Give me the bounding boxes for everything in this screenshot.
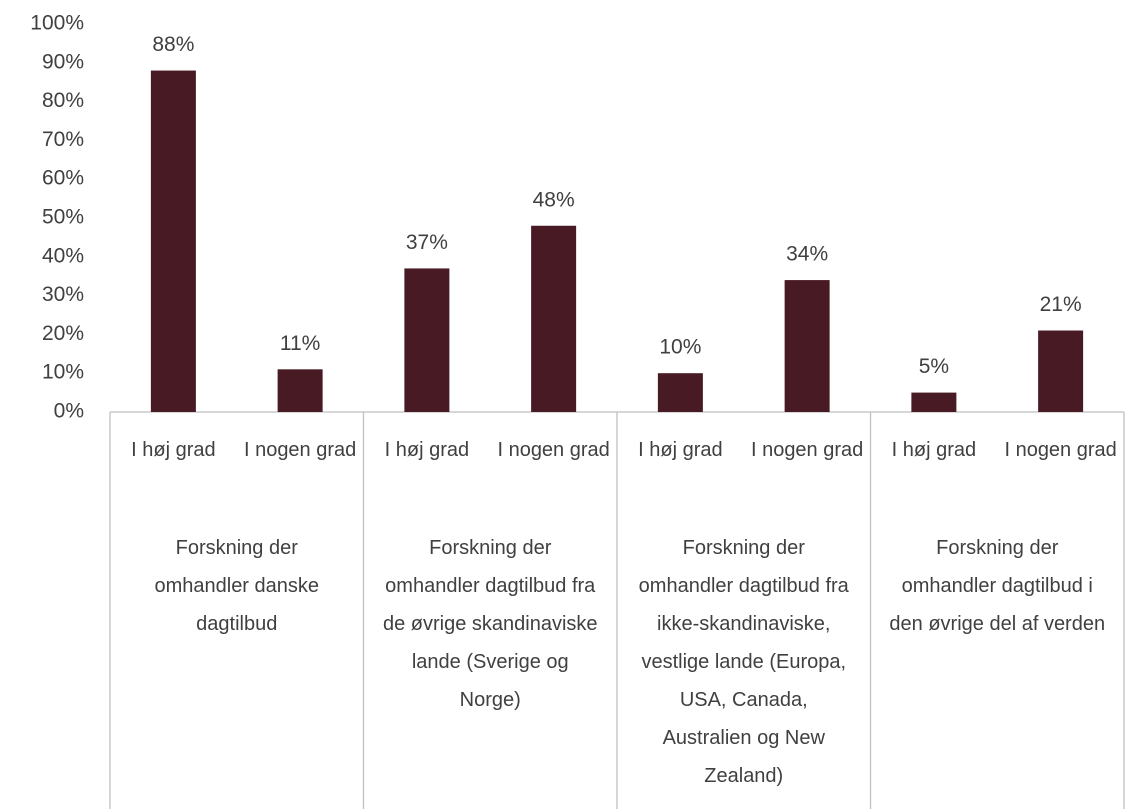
bar xyxy=(531,225,577,412)
y-tick-label: 70% xyxy=(42,128,84,151)
data-label: 88% xyxy=(152,33,194,56)
bar xyxy=(150,70,196,412)
data-label: 11% xyxy=(280,332,320,355)
data-label: 48% xyxy=(533,188,575,211)
y-tick-label: 20% xyxy=(42,322,84,345)
y-tick-label: 60% xyxy=(42,167,84,190)
group-label: Forskning der omhandler dagtilbud i den … xyxy=(889,537,1106,635)
y-tick-label: 100% xyxy=(30,12,84,35)
bar xyxy=(911,392,957,412)
y-tick-label: 0% xyxy=(54,400,84,423)
x-tick-label: I nogen grad xyxy=(1004,439,1117,461)
data-label: 37% xyxy=(406,231,448,254)
bar xyxy=(277,369,323,412)
y-tick-label: 10% xyxy=(42,361,84,384)
x-tick-label: I nogen grad xyxy=(497,439,610,461)
y-tick-label: 80% xyxy=(42,89,84,112)
data-label: 5% xyxy=(919,355,949,378)
x-tick-label: I høj grad xyxy=(131,439,216,461)
y-tick-label: 40% xyxy=(42,244,84,267)
x-tick-label: I nogen grad xyxy=(243,439,357,461)
group-label: Forskning der omhandler danske dagtilbud xyxy=(154,537,320,635)
y-tick-label: 30% xyxy=(42,283,84,306)
bar xyxy=(1038,330,1084,412)
group-label: Forskning der omhandler dagtilbud fra ik… xyxy=(638,537,849,787)
bar xyxy=(784,280,830,412)
x-tick-label: I nogen grad xyxy=(750,439,864,461)
group-label: Forskning der omhandler dagtilbud fra de… xyxy=(382,537,598,711)
x-tick-label: I høj grad xyxy=(384,439,470,461)
x-tick-label: I høj grad xyxy=(891,439,977,461)
data-label: 21% xyxy=(1040,293,1082,316)
y-tick-label: 50% xyxy=(42,206,84,229)
x-tick-label: I høj grad xyxy=(638,439,723,461)
data-label: 34% xyxy=(786,243,828,266)
bar xyxy=(657,373,703,412)
bar xyxy=(404,268,450,412)
data-label: 10% xyxy=(659,336,701,359)
y-tick-label: 90% xyxy=(42,50,84,73)
